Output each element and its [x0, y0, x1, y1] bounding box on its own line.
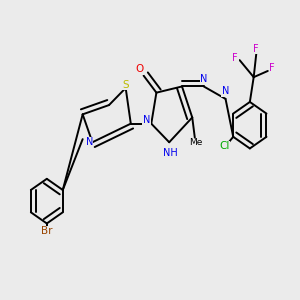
Text: N: N — [222, 86, 229, 96]
Text: F: F — [254, 44, 259, 54]
Text: NH: NH — [163, 148, 178, 158]
Text: N: N — [200, 74, 208, 84]
Text: S: S — [122, 80, 129, 90]
Text: N: N — [143, 115, 150, 125]
Text: F: F — [232, 53, 238, 63]
Text: Br: Br — [41, 226, 52, 236]
Text: Me: Me — [189, 138, 202, 147]
Text: F: F — [269, 64, 275, 74]
Text: Cl: Cl — [219, 141, 230, 151]
Text: N: N — [85, 137, 93, 147]
Text: O: O — [136, 64, 144, 74]
